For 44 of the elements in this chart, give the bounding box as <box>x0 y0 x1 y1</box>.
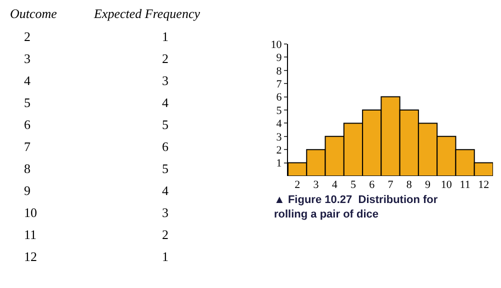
y-tick-label: 3 <box>276 131 282 144</box>
text: 12 <box>23 248 38 266</box>
y-tick-label: 1 <box>276 158 282 170</box>
y-tick-label: 2 <box>276 144 282 156</box>
x-tick-label: 7 <box>388 179 394 191</box>
text: 3 <box>23 50 32 68</box>
text: 5 <box>161 116 170 134</box>
x-tick-label: 5 <box>350 179 356 191</box>
text: Outcome <box>10 5 58 23</box>
x-tick-label: 12 <box>478 179 490 191</box>
text: 3 <box>161 204 170 222</box>
text: 6 <box>23 116 32 134</box>
x-tick-label: 4 <box>332 179 338 191</box>
x-tick-label: 2 <box>294 179 300 191</box>
text: 2 <box>161 50 170 68</box>
text: 3 <box>161 72 170 90</box>
y-tick-label: 4 <box>276 118 282 130</box>
x-tick-label: 8 <box>406 179 412 191</box>
text: 2 <box>161 226 170 244</box>
text: 4 <box>161 94 170 112</box>
y-tick-label: 7 <box>276 78 282 90</box>
text: 2 <box>23 28 32 46</box>
text: 1 <box>161 248 170 266</box>
x-tick-label: 9 <box>425 179 432 191</box>
y-tick-label: 9 <box>276 52 282 64</box>
text: 10 <box>23 204 38 222</box>
text: 8 <box>23 160 32 178</box>
text: 6 <box>161 138 170 156</box>
y-tick-label: 8 <box>276 65 282 78</box>
text: Expected Frequency <box>94 5 201 23</box>
y-tick-label: 6 <box>276 92 282 104</box>
y-tick-label: 10 <box>270 38 282 51</box>
text: 4 <box>23 72 32 90</box>
x-tick-label: 11 <box>460 179 470 191</box>
text: 1 <box>161 28 170 46</box>
x-tick-label: 10 <box>440 179 452 191</box>
text: 11 <box>23 226 38 244</box>
text: 5 <box>161 160 170 178</box>
x-tick-label: 6 <box>369 179 376 191</box>
text: 7 <box>23 138 32 156</box>
text: 5 <box>23 94 32 112</box>
x-tick-label: 3 <box>313 179 320 191</box>
y-tick-label: 5 <box>276 104 282 117</box>
text: ▲ Figure 10.27 Distribution for rolling a pair of dice <box>274 194 438 220</box>
